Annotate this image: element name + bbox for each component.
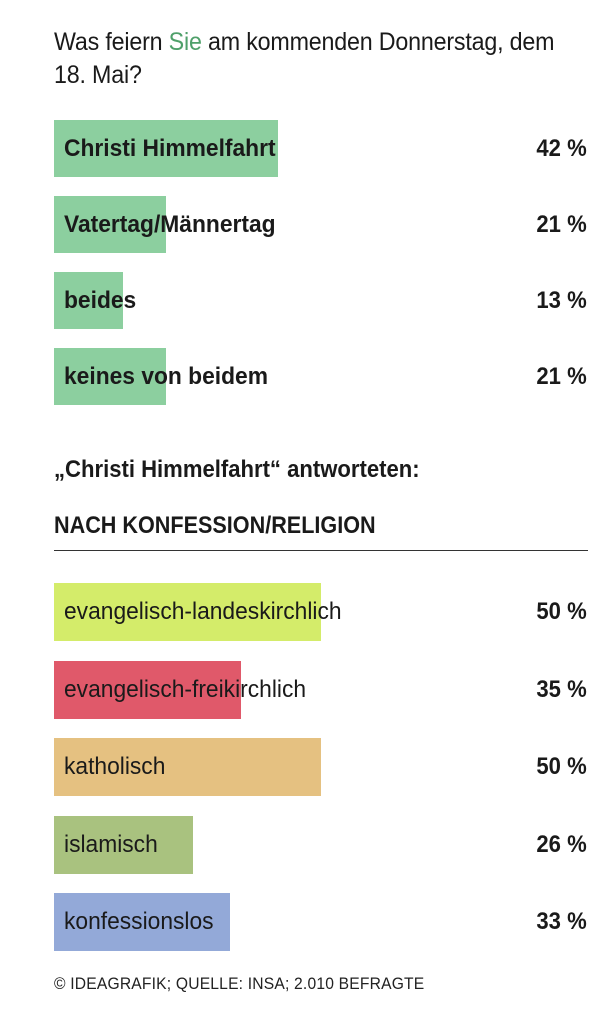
religion-value-label: 35 %: [536, 675, 587, 703]
celebration-value-label: 21 %: [536, 211, 587, 238]
religion-bar: [54, 660, 241, 719]
celebration-category-label: Christi Himmelfahrt: [64, 135, 276, 162]
title-part-1: Was feiern: [54, 28, 169, 56]
celebration-bar: [54, 272, 124, 329]
chart-title: Was feiern Sie am kommenden Donnerstag, …: [54, 26, 556, 92]
title-part-2: am kommenden Donnerstag, dem 18. Mai?: [54, 28, 555, 89]
subheading: „Christi Himmelfahrt“ antworteten:: [54, 456, 420, 483]
religion-category-label: evangelisch-freikirchlich: [64, 675, 307, 703]
religion-category-label: evangelisch-landeskirchlich: [64, 598, 342, 625]
celebration-bar: [54, 348, 167, 405]
religion-bar: [54, 893, 231, 951]
religion-value-label: 50 %: [536, 598, 587, 625]
celebration-bar: [54, 120, 279, 177]
source-footer: © IDEAGRAFIK; QUELLE: INSA; 2.010 BEFRAG…: [54, 974, 425, 993]
celebration-value-label: 13 %: [536, 287, 587, 314]
religion-bar: [54, 583, 321, 641]
religion-value-label: 33 %: [536, 908, 587, 935]
celebration-value-label: 42 %: [536, 135, 587, 162]
religion-category-label: katholisch: [64, 753, 166, 780]
celebration-bar: [54, 196, 167, 253]
celebration-category-label: keines von beidem: [64, 363, 269, 390]
religion-category-label: islamisch: [64, 830, 158, 858]
religion-value-label: 26 %: [536, 830, 587, 858]
religion-bar: [54, 738, 321, 796]
religion-value-label: 50 %: [536, 753, 587, 780]
celebration-category-label: Vatertag/Männertag: [64, 211, 276, 238]
title-highlight: Sie: [168, 28, 202, 56]
celebration-value-label: 21 %: [536, 363, 587, 390]
religion-bar: [54, 815, 193, 874]
celebration-category-label: beides: [64, 287, 137, 314]
religion-category-label: konfessionslos: [64, 908, 214, 935]
section-divider: [54, 550, 588, 551]
section-title: NACH KONFESSION/RELIGION: [54, 512, 376, 539]
